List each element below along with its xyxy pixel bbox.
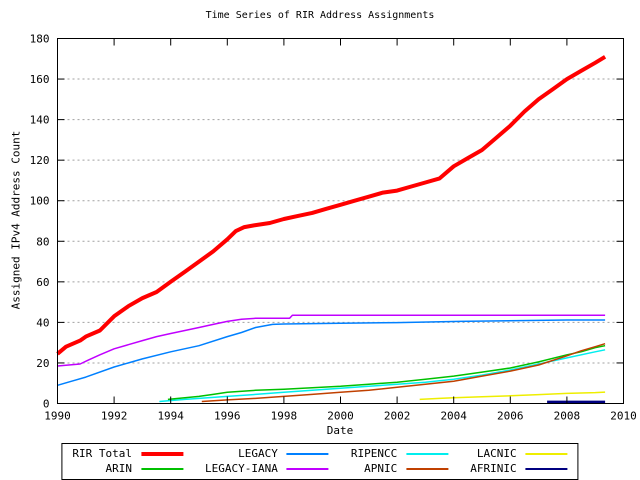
legend-label: LACNIC (476, 447, 517, 460)
x-tick-label: 2010 (610, 410, 637, 423)
y-tick-label: 160 (30, 73, 50, 86)
y-tick-label: 120 (30, 154, 50, 167)
legend-entry-apnic: APNIC (351, 462, 449, 475)
legend-label: RIR Total (72, 447, 133, 460)
legend-entry-legacy: LEGACY (205, 448, 329, 460)
y-tick-label: 180 (30, 33, 50, 46)
legend-entry-ripencc: RIPENCC (350, 447, 449, 460)
y-tick-label: 100 (30, 195, 50, 208)
x-tick-label: 1992 (101, 410, 128, 423)
legend-label: LEGACY (238, 447, 278, 460)
legend-line-sample (406, 468, 449, 470)
y-tick-label: 40 (36, 316, 49, 329)
y-tick-label: 60 (36, 276, 49, 289)
legend-entry-rir-total: RIR Total (72, 447, 184, 460)
x-tick-label: 2008 (554, 410, 581, 423)
x-tick-label: 1996 (214, 410, 241, 423)
legend-entry-legacy-iana: LEGACY-IANA (205, 463, 329, 475)
series-line-legacy-iana (57, 314, 606, 367)
series-line-lacnic (419, 391, 606, 401)
legend-label: LEGACY-IANA (205, 462, 278, 475)
chart-title: Time Series of RIR Address Assignments (205, 10, 435, 21)
x-tick-label: 1990 (44, 410, 71, 423)
legend-line-sample (525, 467, 568, 471)
legend-line-sample (406, 453, 449, 455)
legend-entry-lacnic: LACNIC (470, 447, 568, 460)
legend-entry-arin: ARIN (72, 462, 184, 475)
legend-line-sample (286, 453, 329, 455)
legend-box: RIR Total LEGACY RIPENCC LACNIC ARIN LEGACY-I… (61, 443, 579, 480)
x-tick-label: 2002 (384, 410, 411, 423)
legend-label: APNIC (364, 462, 398, 475)
x-tick-label: 2000 (327, 410, 354, 423)
legend-line-sample (141, 468, 184, 470)
y-tick-label: 20 (36, 357, 49, 370)
series-line-rir-total (56, 55, 607, 356)
series-line-ripencc (159, 349, 606, 403)
series-line-arin (167, 344, 606, 401)
y-tick-label: 0 (43, 398, 50, 411)
series-line-apnic (201, 342, 606, 403)
x-tick-label: 1994 (157, 410, 184, 423)
x-tick-label: 2006 (497, 410, 524, 423)
legend-label: ARIN (105, 462, 133, 475)
legend-line-sample (286, 468, 329, 470)
x-tick-label: 1998 (271, 410, 298, 423)
y-tick-label: 140 (30, 114, 50, 127)
x-axis-label: Date (326, 424, 354, 437)
legend-line-sample (525, 453, 568, 455)
legend-label: AFRINIC (470, 462, 517, 475)
series-line-legacy (57, 319, 606, 387)
plot-frame (57, 38, 624, 404)
legend-label: RIPENCC (350, 447, 398, 460)
y-tick-label: 80 (36, 235, 49, 248)
x-tick-label: 2004 (440, 410, 467, 423)
legend-entry-afrinic: AFRINIC (470, 462, 568, 475)
legend-line-sample (141, 452, 184, 456)
